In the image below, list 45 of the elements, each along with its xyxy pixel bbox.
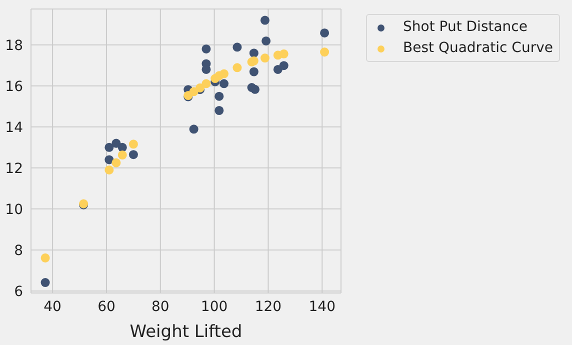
x-tick-label: 120 xyxy=(254,298,282,315)
point xyxy=(219,69,229,78)
point xyxy=(260,16,270,25)
point xyxy=(232,63,242,72)
point xyxy=(128,150,138,160)
point xyxy=(112,158,121,168)
legend-label: Shot Put Distance xyxy=(403,18,528,37)
point xyxy=(260,54,270,63)
point xyxy=(118,150,127,160)
point xyxy=(279,49,288,58)
point xyxy=(189,124,198,134)
x-tick-label: 140 xyxy=(308,298,336,315)
y-tick-label: 16 xyxy=(5,78,24,95)
x-tick-label: 60 xyxy=(98,298,116,315)
point xyxy=(219,79,229,88)
point xyxy=(262,36,271,46)
y-tick-label: 8 xyxy=(14,242,23,259)
point xyxy=(202,79,211,88)
point xyxy=(202,44,211,54)
x-tick-label: 40 xyxy=(44,298,62,315)
y-tick-label: 12 xyxy=(5,160,23,177)
point xyxy=(40,253,50,262)
point xyxy=(232,42,242,52)
y-tick-label: 10 xyxy=(5,202,23,218)
legend-label: Best Quadratic Curve xyxy=(403,39,553,58)
point xyxy=(104,165,114,174)
point xyxy=(104,155,114,164)
point xyxy=(104,142,114,152)
point xyxy=(128,140,138,149)
point xyxy=(320,48,330,57)
x-tick-label: 100 xyxy=(200,298,228,315)
x-tick-label: 80 xyxy=(151,298,170,315)
y-tick-label: 6 xyxy=(14,284,24,300)
point xyxy=(320,28,330,38)
point xyxy=(40,278,50,288)
y-tick-label: 18 xyxy=(5,38,23,54)
point xyxy=(250,84,260,94)
point xyxy=(249,48,258,58)
x-axis-title: Weight Lifted xyxy=(130,322,242,342)
point xyxy=(118,142,127,152)
point xyxy=(214,106,224,116)
point xyxy=(279,61,288,70)
y-tick-label: 14 xyxy=(5,120,24,136)
point xyxy=(249,67,258,76)
point xyxy=(214,92,224,101)
